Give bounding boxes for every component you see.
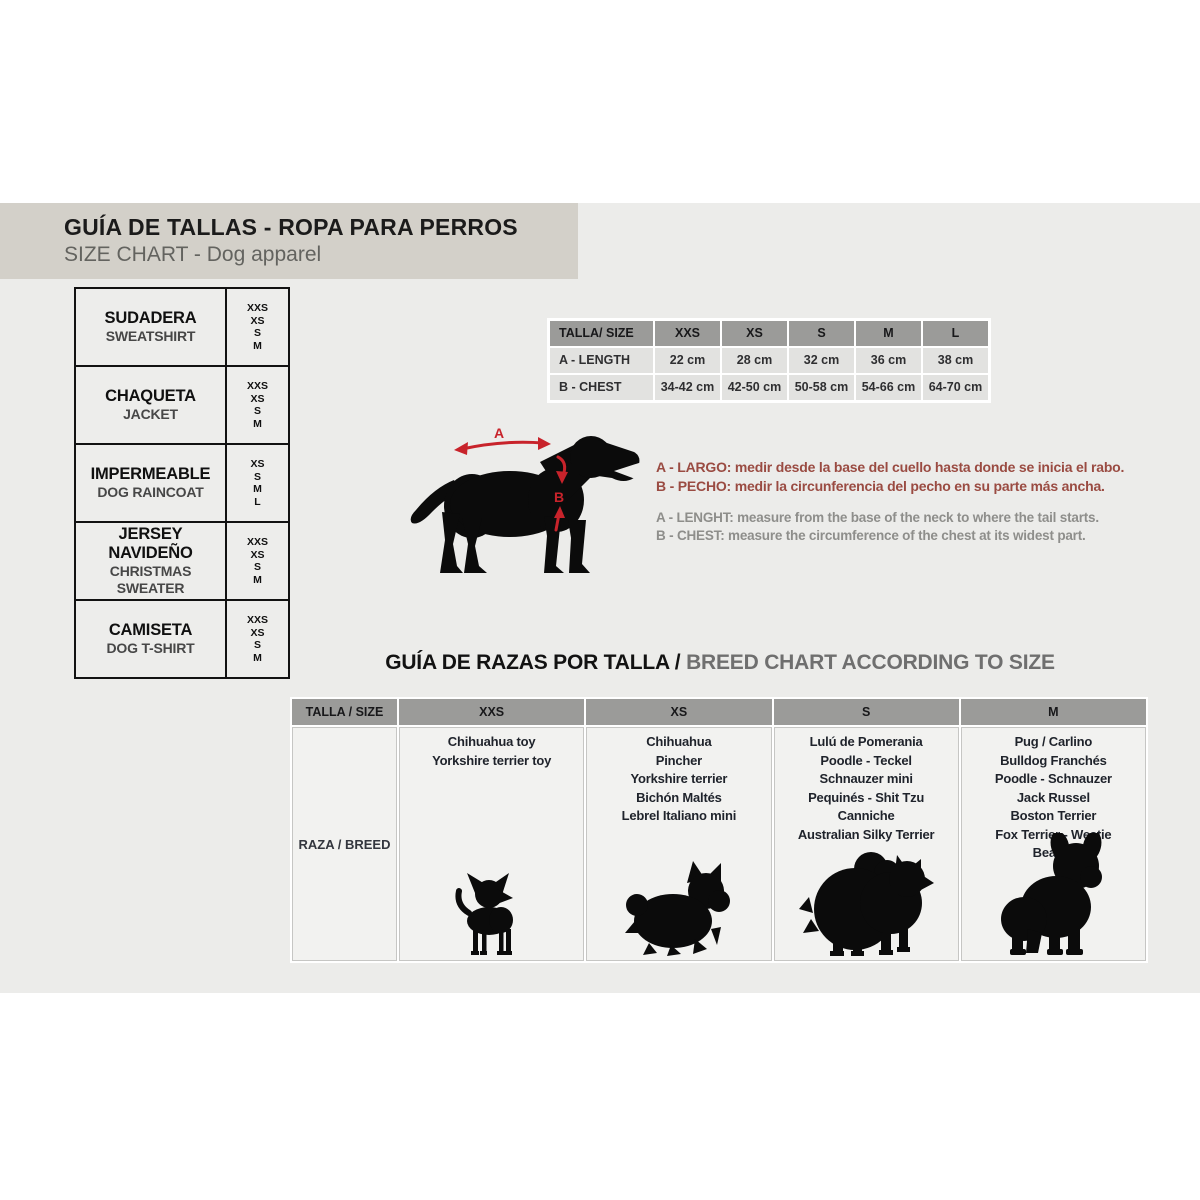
product-sizes-cell: XXS XS S M: [246, 614, 268, 664]
product-name-es: CHAQUETA: [105, 387, 196, 405]
product-name-en: CHRISTMAS SWEATER: [109, 563, 192, 596]
size-table-chest-row: B - CHEST 34-42 cm 42-50 cm 50-58 cm 54-66 c…: [550, 375, 988, 400]
breed-chart-title-es: GUÍA DE RAZAS POR TALLA /: [385, 651, 687, 674]
product-name-es: SUDADERA: [104, 309, 197, 327]
size-measurements-table: TALLA/ SIZE XXS XS S M L A - LENGTH 22 cm 28 cm…: [547, 318, 991, 403]
page-subtitle: SIZE CHART - Dog apparel: [64, 243, 322, 266]
breed-cell-xxs: Chihuahua toy Yorkshire terrier toy: [399, 727, 585, 961]
breed-cell-xs: Chihuahua Pincher Yorkshire terrier Bichón …: [586, 727, 772, 961]
product-sizes-cell: XS S M L: [250, 458, 265, 508]
breed-chart-table: TALLA / SIZE XXS XS S M RAZA / BREED Chihuah…: [290, 697, 1148, 963]
table-row: SUDADERA SWEATSHIRT XXS XS S M: [76, 289, 288, 367]
notes-spanish: A - LARGO: medir desde la base del cuell…: [656, 459, 1125, 494]
breed-cell-m: Pug / Carlino Bulldog Franchés Poodle - Sc…: [960, 727, 1146, 961]
breed-table-body-row: RAZA / BREED Chihuahua toy Yorkshire terr…: [292, 727, 1146, 961]
size-table-header-row: TALLA/ SIZE XXS XS S M L: [550, 321, 988, 346]
table-row: CAMISETA DOG T-SHIRT XXS XS S M: [76, 601, 288, 677]
breed-chart-title-en: BREED CHART ACCORDING TO SIZE: [686, 651, 1055, 674]
product-name-es: IMPERMEABLE: [90, 465, 211, 483]
measuring-notes: A - LARGO: medir desde la base del cuell…: [656, 458, 1124, 545]
table-row: IMPERMEABLE DOG RAINCOAT XS S M L: [76, 445, 288, 523]
breed-list-s: Lulú de Pomerania Poodle - Teckel Schnauze…: [797, 734, 935, 842]
breed-row-label-cell: RAZA / BREED: [292, 727, 397, 961]
breed-list-xs: Chihuahua Pincher Yorkshire terrier Bichón …: [621, 734, 737, 823]
chihuahua-silhouette-icon: [400, 871, 583, 957]
french-bulldog-silhouette-icon: [962, 833, 1145, 957]
product-sizes-cell: XXS XS S M: [246, 536, 268, 586]
notes-english: A - LENGHT: measure from the base of the…: [656, 510, 1099, 543]
yorkshire-silhouette-icon: [587, 859, 770, 957]
product-name-en: DOG RAINCOAT: [97, 484, 204, 500]
header-banner: GUÍA DE TALLAS - ROPA PARA PERROS SIZE C…: [0, 203, 578, 279]
page-title: GUÍA DE TALLAS - ROPA PARA PERROS: [64, 214, 518, 240]
breed-cell-s: Lulú de Pomerania Poodle - Teckel Schnauze…: [773, 727, 959, 961]
product-name-cell: SUDADERA SWEATSHIRT: [76, 289, 227, 365]
product-name-cell: CAMISETA DOG T-SHIRT: [76, 601, 227, 677]
product-name-cell: IMPERMEABLE DOG RAINCOAT: [76, 445, 227, 521]
product-name-en: DOG T-SHIRT: [106, 640, 195, 656]
product-name-cell: JERSEY NAVIDEÑO CHRISTMAS SWEATER: [76, 523, 227, 599]
product-name-en: SWEATSHIRT: [105, 328, 196, 344]
measuring-diagram: A B: [398, 425, 648, 583]
pomeranian-silhouette-icon: [775, 845, 958, 957]
size-table-length-row: A - LENGTH 22 cm 28 cm 32 cm 36 cm 38 cm: [550, 348, 988, 373]
product-name-es: JERSEY NAVIDEÑO: [108, 525, 193, 562]
labrador-silhouette-icon: A B: [410, 425, 642, 573]
product-sizes-cell: XXS XS S M: [246, 380, 268, 430]
product-size-availability-table: SUDADERA SWEATSHIRT XXS XS S M CHAQUETA JAC…: [74, 287, 290, 679]
product-name-cell: CHAQUETA JACKET: [76, 367, 227, 443]
breed-table-header-row: TALLA / SIZE XXS XS S M: [292, 699, 1146, 725]
breed-list-xxs: Chihuahua toy Yorkshire terrier toy: [432, 734, 552, 768]
diagram-label-b: B: [554, 489, 564, 505]
breed-chart-title: GUÍA DE RAZAS POR TALLA / BREED CHART AC…: [240, 650, 1200, 676]
diagram-label-a: A: [494, 426, 504, 441]
product-name-en: JACKET: [123, 406, 178, 422]
product-sizes-cell: XXS XS S M: [246, 302, 268, 352]
product-name-es: CAMISETA: [108, 621, 193, 639]
table-row: JERSEY NAVIDEÑO CHRISTMAS SWEATER XXS XS S…: [76, 523, 288, 601]
table-row: CHAQUETA JACKET XXS XS S M: [76, 367, 288, 445]
